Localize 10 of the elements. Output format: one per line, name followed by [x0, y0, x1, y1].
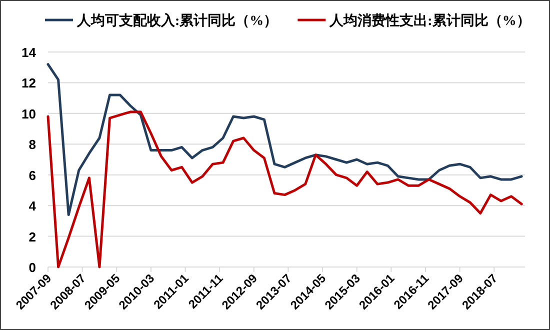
- legend-label: 人均可支配收入:累计同比（%）: [76, 13, 278, 29]
- y-tick-label: 14: [22, 45, 37, 60]
- y-tick-label: 0: [28, 260, 36, 275]
- y-tick-label: 2: [28, 229, 36, 244]
- legend-label: 人均消费性支出:累计同比（%）: [328, 13, 530, 29]
- y-tick-label: 10: [22, 106, 36, 122]
- y-tick-label: 8: [28, 137, 36, 152]
- y-tick-label: 4: [28, 198, 37, 214]
- y-tick-label: 6: [28, 168, 36, 183]
- y-tick-label: 12: [22, 76, 36, 91]
